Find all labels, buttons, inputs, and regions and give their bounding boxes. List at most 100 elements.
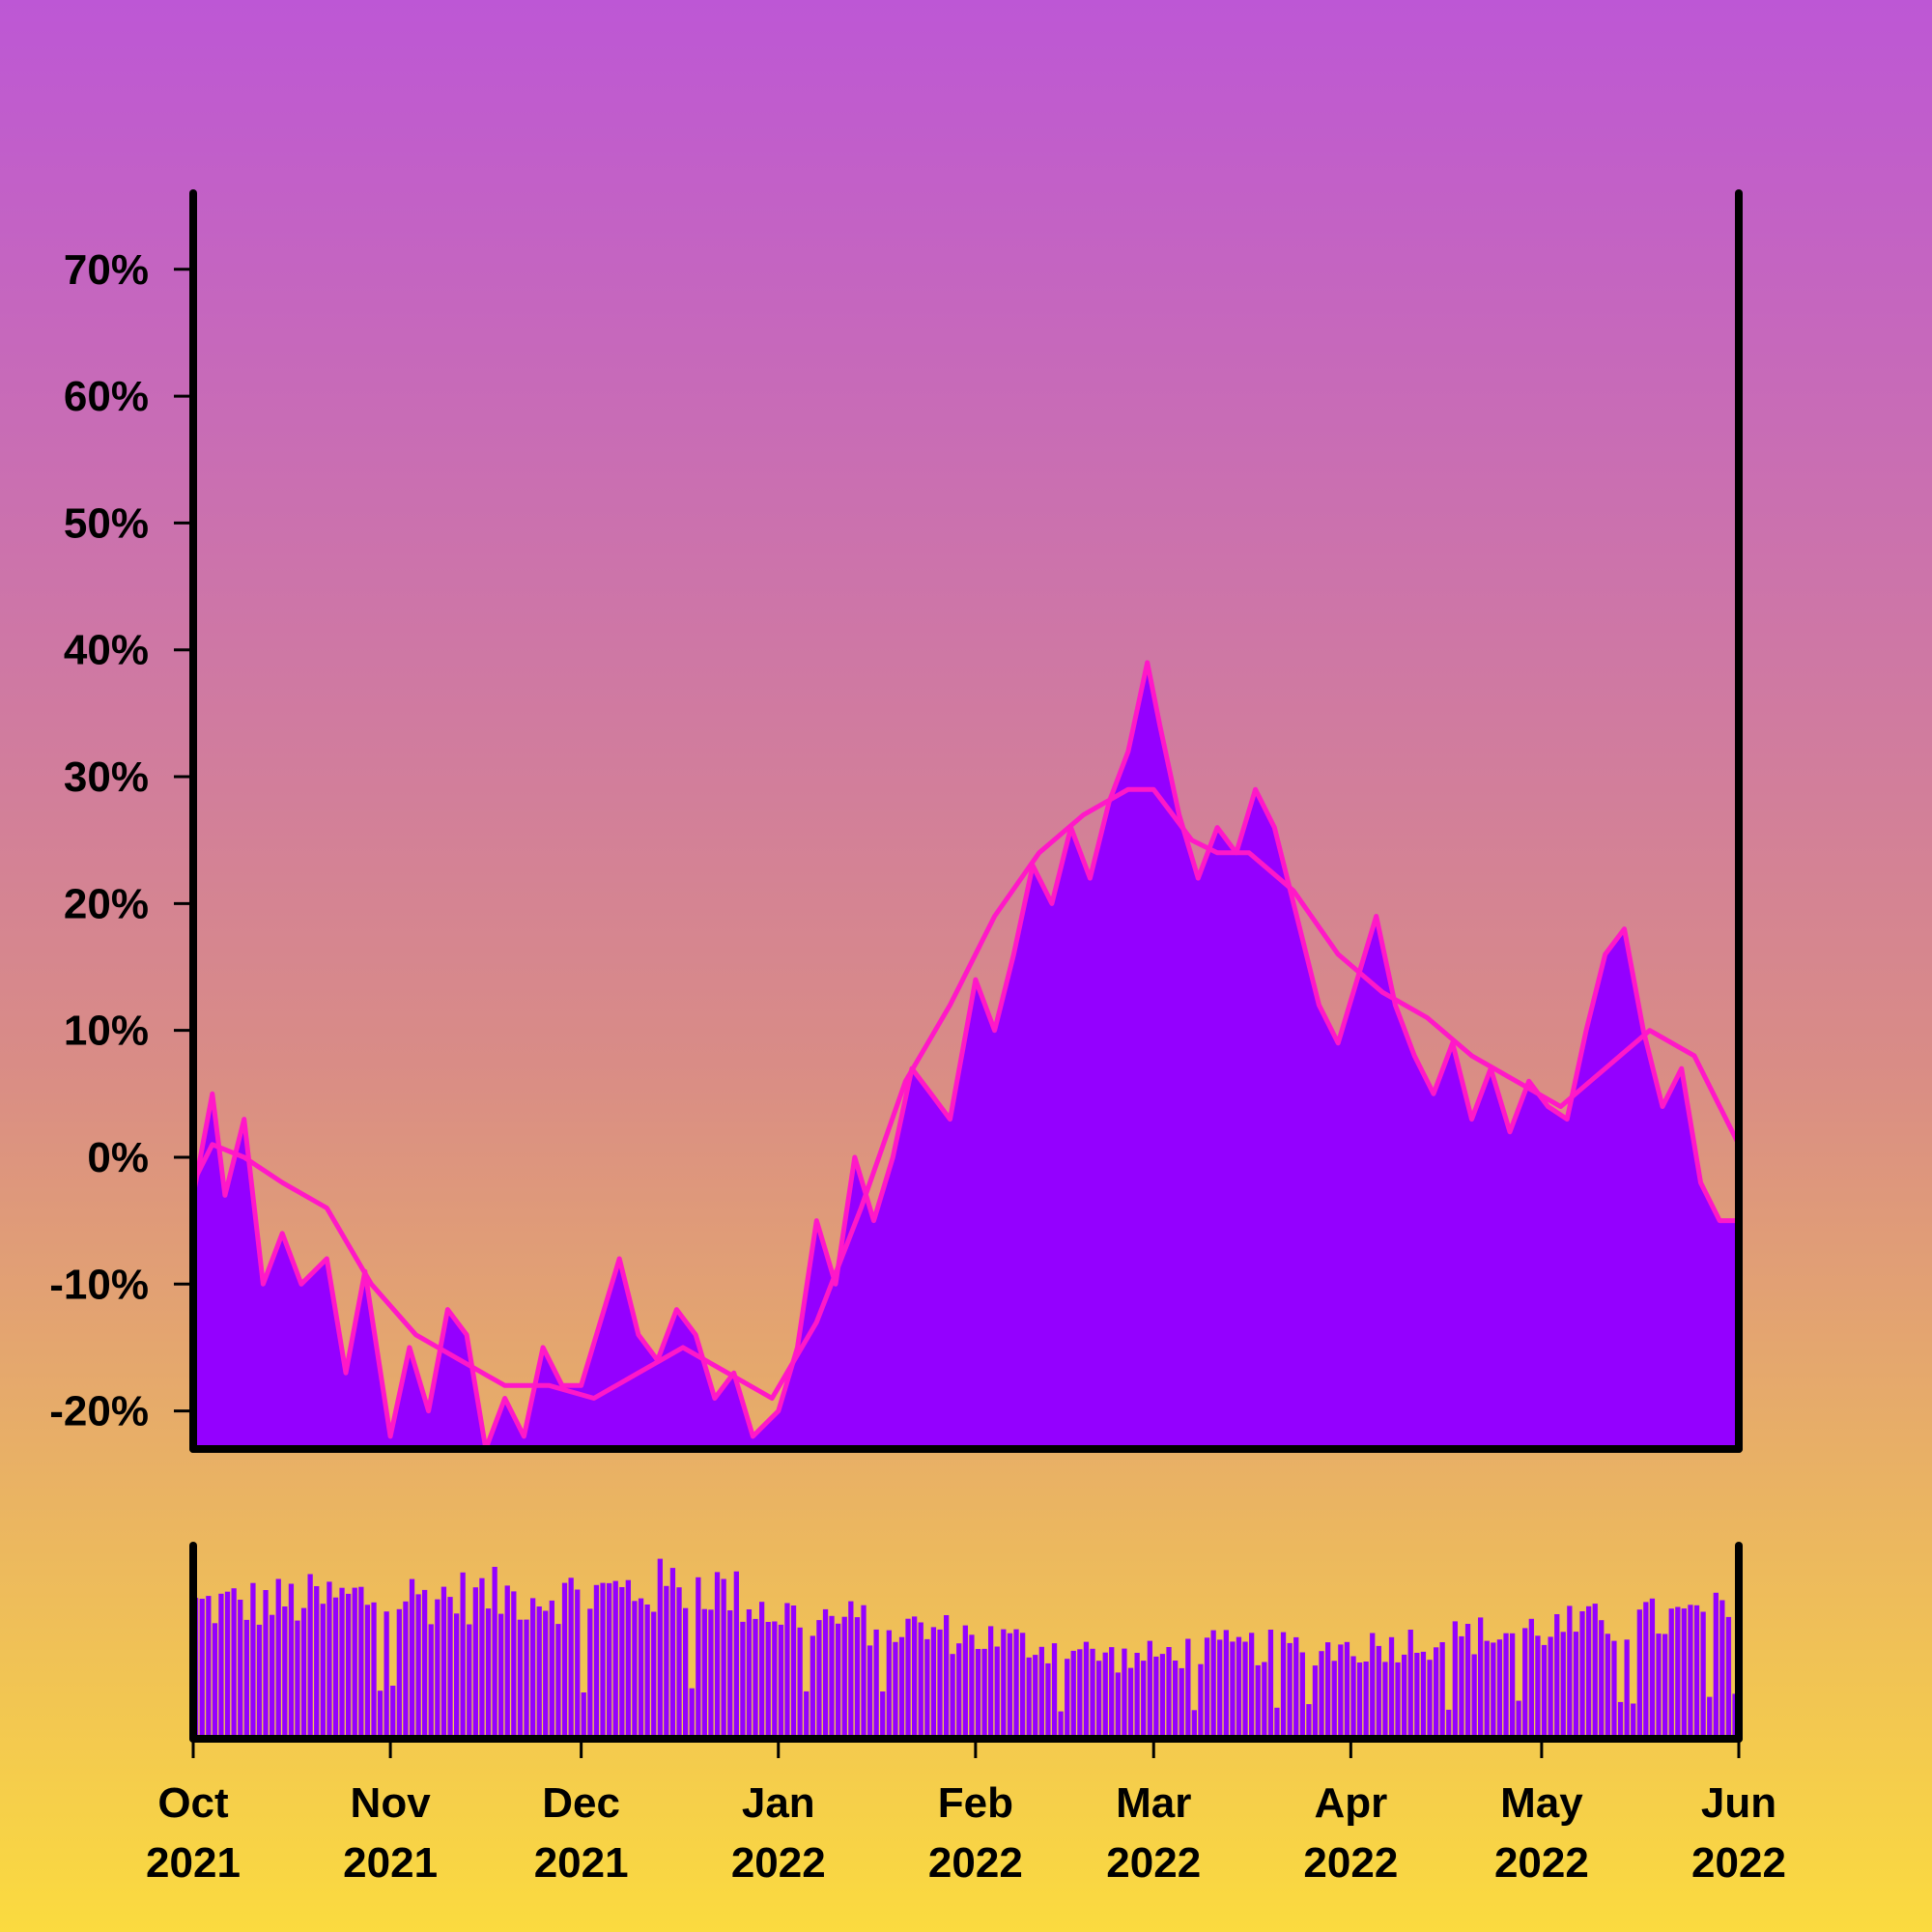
y-tick-label: 40% [64,627,149,674]
volume-bar [1370,1633,1376,1739]
volume-bar [714,1572,721,1739]
volume-bar [619,1587,625,1739]
volume-bar [332,1597,339,1739]
volume-bar [962,1625,968,1739]
volume-bar [536,1606,542,1739]
volume-bar [829,1615,835,1739]
x-tick-month: Jun [1701,1779,1776,1827]
volume-bar [403,1601,409,1739]
volume-bar [231,1588,237,1739]
volume-bar [1617,1701,1624,1739]
volume-bar [981,1648,987,1739]
volume-bar [218,1593,224,1739]
volume-bar [1242,1641,1248,1739]
x-tick-label: Mar 2022 [1106,1779,1201,1887]
volume-bar [651,1611,657,1739]
volume-bar [1496,1639,1503,1739]
volume-bar [657,1558,663,1739]
volume-bar [1134,1653,1140,1739]
volume-bar [1388,1636,1395,1739]
volume-bar [447,1597,453,1739]
volume-bar [1083,1641,1090,1739]
y-tick-label: 0% [87,1134,149,1181]
volume-bar [1070,1650,1076,1739]
volume-bar [1548,1636,1553,1739]
x-tick-label: Apr 2022 [1303,1779,1398,1887]
volume-bar [339,1587,345,1739]
volume-bar [1427,1660,1433,1739]
moving-average-line [193,786,1739,1401]
volume-bar [498,1613,504,1739]
volume-bar [1153,1656,1159,1739]
y-tick-label: 70% [64,246,149,294]
volume-bar [1147,1640,1152,1739]
x-tick-label: Jun 2022 [1691,1779,1786,1887]
volume-bar [848,1601,854,1739]
volume-bar [384,1611,389,1739]
volume-bar [1681,1608,1687,1739]
volume-bar [1210,1630,1216,1739]
volume-bar [994,1646,1000,1739]
volume-bar [1719,1600,1725,1739]
volume-bar [295,1620,300,1739]
volume-bar [314,1586,320,1739]
x-tick-label: Feb 2022 [928,1779,1023,1887]
volume-bar [841,1616,847,1739]
volume-bar [358,1586,364,1739]
volume-bar [352,1587,357,1739]
volume-bar [1439,1642,1445,1739]
x-tick-label: May 2022 [1494,1779,1589,1887]
volume-bar [1611,1640,1617,1739]
volume-bar [1471,1654,1477,1739]
volume-bar [1013,1629,1019,1739]
y-tick-label: 60% [64,373,149,420]
x-tick-label: Dec 2021 [534,1779,629,1887]
volume-bar [1631,1703,1636,1739]
volume-bar [1090,1648,1095,1739]
volume-bar [1299,1652,1305,1739]
volume-bar [467,1624,472,1739]
volume-bar [1293,1636,1299,1739]
volume-bar [1649,1598,1656,1739]
volume-bar [733,1571,739,1739]
volume-bar [1363,1662,1369,1739]
volume-bar [263,1590,269,1739]
volume-bar [727,1610,733,1739]
volume-bar [549,1600,554,1739]
x-tick-year: 2021 [534,1839,629,1887]
volume-bar [1693,1605,1700,1739]
volume-bar [937,1629,943,1739]
volume-bar [1452,1621,1458,1739]
volume-bar [346,1593,352,1739]
volume-axes: Oct 2021 Nov 2021 Dec 2021 Jan 2022 Feb 2022 Mar 20… [146,1542,1786,1887]
volume-bar [944,1615,950,1739]
volume-bar [1262,1662,1267,1739]
volume-bar [1065,1659,1070,1739]
volume-bar [746,1609,753,1739]
volume-bar [1331,1661,1337,1739]
volume-bar [753,1618,758,1739]
volume-bar [1579,1611,1585,1739]
volume-bar [1636,1609,1642,1739]
volume-bar [1592,1604,1598,1739]
volume-bar [1230,1641,1236,1739]
volume-bar [1713,1592,1719,1739]
volume-bar [485,1608,492,1739]
x-tick-year: 2022 [1303,1839,1398,1887]
return-area [193,660,1739,1449]
volume-bar [243,1619,249,1739]
volume-bar [1325,1642,1331,1739]
volume-bar [1236,1636,1242,1739]
x-tick-month: Dec [542,1779,620,1827]
volume-bar [1605,1634,1610,1739]
volume-plot [193,1558,1738,1739]
volume-bar [327,1581,332,1739]
volume-bar [886,1630,892,1739]
x-tick-year: 2022 [1691,1839,1786,1887]
volume-bar [1516,1700,1521,1739]
x-tick-year: 2021 [343,1839,438,1887]
volume-bar [454,1613,460,1739]
volume-bar [1464,1624,1471,1739]
volume-bar [1446,1709,1452,1739]
volume-bar [1350,1656,1356,1739]
